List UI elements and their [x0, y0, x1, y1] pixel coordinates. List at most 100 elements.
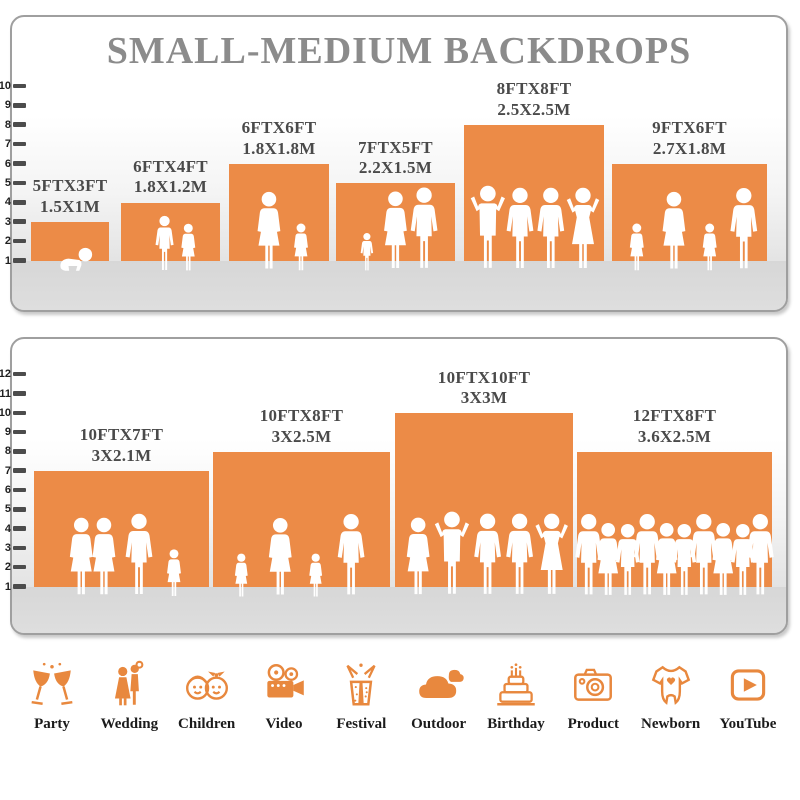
axis-tick-mark — [13, 545, 26, 551]
size-ft-text: 9FTX6FT — [652, 118, 727, 138]
girl-silhouette — [702, 223, 717, 271]
backdrop-size-label: 10FTX8FT 3X2.5M — [260, 406, 344, 447]
woman-silhouette — [384, 191, 407, 269]
axis-tick-label: 3 — [4, 215, 11, 228]
axis-tick-8: 8 — [0, 445, 26, 458]
category-label: Product — [567, 716, 619, 732]
axis-tick-mark — [13, 122, 26, 127]
category-label: Children — [178, 716, 236, 732]
size-ft-text: 12FTX8FT — [632, 406, 717, 426]
axis-tick-mark — [13, 468, 26, 473]
woman-arms-up-silhouette — [566, 187, 600, 269]
man-silhouette — [410, 187, 438, 268]
axis-tick-10: 10 — [0, 80, 26, 92]
axis-tick-label: 6 — [4, 157, 11, 170]
man-silhouette — [506, 513, 533, 594]
size-ft-text: 5FTX3FT — [32, 176, 108, 196]
category-label: Wedding — [100, 716, 159, 732]
category-label: Video — [265, 716, 303, 732]
backdrop-size-label: 6FTX6FT 1.8X1.8M — [242, 118, 317, 159]
backdrop-size-label: 6FTX4FT 1.8X1.2M — [133, 157, 208, 198]
axis-tick-label: 3 — [4, 541, 11, 554]
category-label: Outdoor — [411, 716, 467, 732]
axis-tick-label: 2 — [4, 561, 11, 574]
people-silhouettes — [60, 247, 93, 271]
man-silhouette — [537, 187, 565, 269]
newborn-icon — [646, 660, 696, 710]
woman-silhouette — [92, 517, 116, 595]
axis-tick-7: 7 — [0, 465, 26, 477]
category-newborn: Newborn — [635, 660, 707, 733]
axis-tick-label: 10 — [0, 406, 11, 419]
man-silhouette — [474, 513, 501, 594]
axis-tick-mark — [13, 507, 26, 512]
video-icon — [259, 660, 309, 710]
axis-tick-label: 4 — [4, 196, 11, 209]
baby-silhouette — [60, 247, 93, 271]
size-m-text: 1.8X1.8M — [242, 138, 316, 158]
backdrop-bar-10ftx7ft: 10FTX7FT 3X2.1M — [34, 425, 209, 597]
backdrop-size-label: 8FTX8FT 2.5X2.5M — [497, 79, 572, 120]
axis-tick-9: 9 — [0, 426, 26, 438]
size-m-text: 2.5X2.5M — [497, 99, 571, 119]
man-silhouette — [506, 187, 534, 269]
toddler-silhouette — [360, 233, 374, 271]
backdrop-bar-5ftx3ft: 5FTX3FT 1.5X1M — [31, 176, 109, 271]
axis-tick-mark — [13, 219, 26, 224]
backdrop-bar-9ftx6ft: 9FTX6FT 2.7X1.8M — [612, 118, 767, 271]
man-silhouette — [746, 514, 774, 595]
birthday-icon — [491, 660, 541, 710]
size-m-text: 3X3M — [460, 387, 508, 407]
backdrop-size-label: 5FTX3FT 1.5X1M — [33, 176, 108, 217]
axis-tick-1: 1 — [0, 581, 26, 593]
axis-tick-5: 5 — [0, 176, 26, 189]
people-silhouettes — [257, 191, 308, 271]
size-ft-text: 6FTX4FT — [133, 157, 208, 177]
category-youtube: YouTube — [712, 660, 784, 733]
axis-tick-label: 8 — [4, 445, 11, 458]
category-video: Video — [248, 660, 320, 733]
festival-icon — [336, 660, 386, 710]
category-birthday: Birthday — [480, 660, 552, 733]
axis-tick-mark — [13, 371, 26, 377]
axis-tick-label: 6 — [4, 484, 11, 496]
people-silhouettes — [360, 187, 438, 271]
people-silhouettes — [629, 187, 758, 271]
size-m-text: 2.7X1.8M — [652, 138, 727, 158]
axis-tick-2: 2 — [0, 561, 26, 574]
axis-tick-label: 5 — [4, 176, 11, 189]
floor-strip — [12, 261, 786, 310]
man-silhouette — [730, 187, 758, 269]
axis-tick-7: 7 — [0, 138, 26, 151]
backdrop-size-label: 7FTX5FT 2.2X1.5M — [358, 138, 433, 179]
size-m-text: 1.8X1.2M — [133, 177, 208, 197]
category-label: Birthday — [487, 716, 545, 732]
axis-tick-label: 4 — [4, 522, 11, 535]
size-ft-text: 8FTX8FT — [496, 79, 572, 99]
woman-silhouette — [662, 191, 686, 269]
axis-tick-8: 8 — [0, 119, 26, 131]
axis-tick-mark — [13, 103, 26, 108]
size-ft-text: 10FTX7FT — [79, 425, 164, 445]
backdrop-bar-8ftx8ft: 8FTX8FT 2.5X2.5M — [464, 79, 604, 269]
girl-silhouette — [181, 223, 196, 271]
axis-tick-mark — [13, 410, 26, 416]
category-wedding: Wedding — [93, 660, 165, 733]
axis-tick-mark — [13, 200, 26, 205]
woman-arms-up-silhouette — [535, 513, 568, 594]
backdrop-bar-10ftx10ft: 10FTX10FT 3X3M — [395, 368, 573, 595]
backdrop-size-label: 10FTX10FT 3X3M — [438, 368, 530, 409]
woman-silhouette — [69, 517, 93, 595]
backdrop-bar-6ftx4ft: 6FTX4FT 1.8X1.2M — [121, 157, 220, 271]
axis-tick-label: 7 — [4, 138, 11, 151]
axis-tick-12: 12 — [0, 368, 26, 380]
axis-tick-6: 6 — [0, 157, 26, 170]
axis-tick-mark — [13, 449, 26, 454]
people-silhouettes — [470, 185, 600, 269]
category-legend: Party Wedding Children Video Festival Outdoor… — [16, 660, 784, 733]
size-ft-text: 6FTX6FT — [241, 118, 317, 138]
size-m-text: 2.2X1.5M — [358, 158, 433, 177]
wedding-icon — [104, 660, 154, 710]
axis-tick-3: 3 — [0, 541, 26, 554]
child-silhouette — [234, 553, 248, 597]
